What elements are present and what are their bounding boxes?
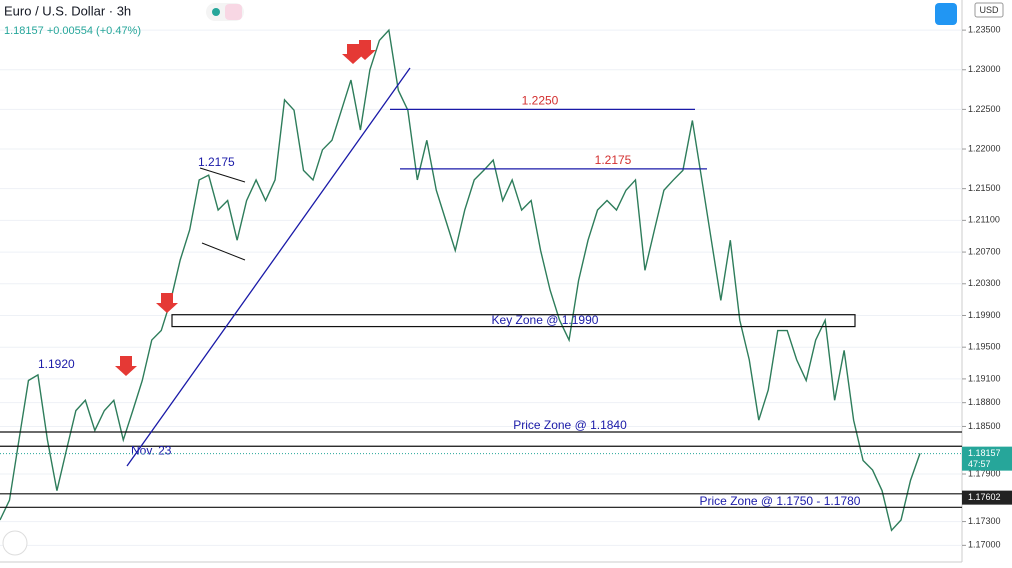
down-arrow bbox=[115, 356, 137, 376]
marker-price-box bbox=[962, 490, 1012, 505]
trend-line bbox=[126, 67, 411, 467]
y-tick-label: 1.22000 bbox=[968, 143, 1001, 153]
y-tick-label: 1.18800 bbox=[968, 397, 1001, 407]
last-price-box bbox=[962, 446, 1012, 471]
y-tick-label: 1.23500 bbox=[968, 24, 1001, 34]
y-tick-label: 1.22500 bbox=[968, 104, 1001, 114]
y-tick-label: 1.17000 bbox=[968, 540, 1001, 550]
y-tick-label: 1.21500 bbox=[968, 183, 1001, 193]
level-label: 1.2175 bbox=[595, 153, 632, 167]
channel-line bbox=[199, 167, 246, 183]
price-line bbox=[0, 28, 921, 532]
y-tick-label: 1.18500 bbox=[968, 421, 1001, 431]
arrows bbox=[115, 40, 376, 376]
level-label: 1.2250 bbox=[522, 94, 559, 108]
symbol-title: Euro / U.S. Dollar · 3h bbox=[4, 3, 131, 18]
quote: 1.18157 +0.00554 (+0.47%) bbox=[4, 25, 141, 37]
layer: 1.23500 1.23000 1.22500 1.22000 1.21500 1.211… bbox=[0, 24, 1012, 550]
currency-button[interactable] bbox=[974, 2, 1004, 18]
last-price-label: 1.18157 bbox=[968, 448, 1001, 458]
y-tick-label: 1.17900 bbox=[968, 468, 1001, 478]
zone-box bbox=[171, 314, 856, 328]
fullscreen-button[interactable] bbox=[935, 3, 957, 25]
countdown: 47:57 bbox=[968, 459, 991, 469]
marker-price-label: 1.17602 bbox=[968, 492, 1001, 502]
y-tick-label: 1.21100 bbox=[968, 215, 1000, 225]
plot-area bbox=[0, 0, 962, 562]
down-arrow bbox=[354, 40, 376, 60]
channel-line bbox=[201, 242, 246, 261]
y-tick-label: 1.19100 bbox=[968, 373, 1001, 383]
y-tick-label: 1.19500 bbox=[968, 342, 1001, 352]
down-arrow bbox=[342, 44, 364, 64]
status-dot bbox=[212, 8, 220, 16]
annotation: 1.1920 bbox=[38, 357, 75, 371]
zone-label: Key Zone @ 1.1990 bbox=[492, 313, 599, 327]
y-tick-label: 1.20300 bbox=[968, 278, 1001, 288]
y-tick-label: 1.17300 bbox=[968, 516, 1001, 526]
zone-label: Price Zone @ 1.1840 bbox=[513, 418, 627, 432]
annotation: Nov. 23 bbox=[131, 444, 172, 458]
logo bbox=[2, 530, 28, 556]
currency-label[interactable]: USD bbox=[979, 5, 999, 15]
y-tick-label: 1.20700 bbox=[968, 246, 1001, 256]
annotation: 1.2175 bbox=[198, 155, 235, 169]
wave-icon bbox=[225, 4, 242, 20]
y-tick-label: 1.23000 bbox=[968, 64, 1001, 74]
zone-label: Price Zone @ 1.1750 - 1.1780 bbox=[700, 494, 861, 508]
y-tick-label: 1.19900 bbox=[968, 310, 1001, 320]
down-arrow bbox=[156, 293, 178, 313]
